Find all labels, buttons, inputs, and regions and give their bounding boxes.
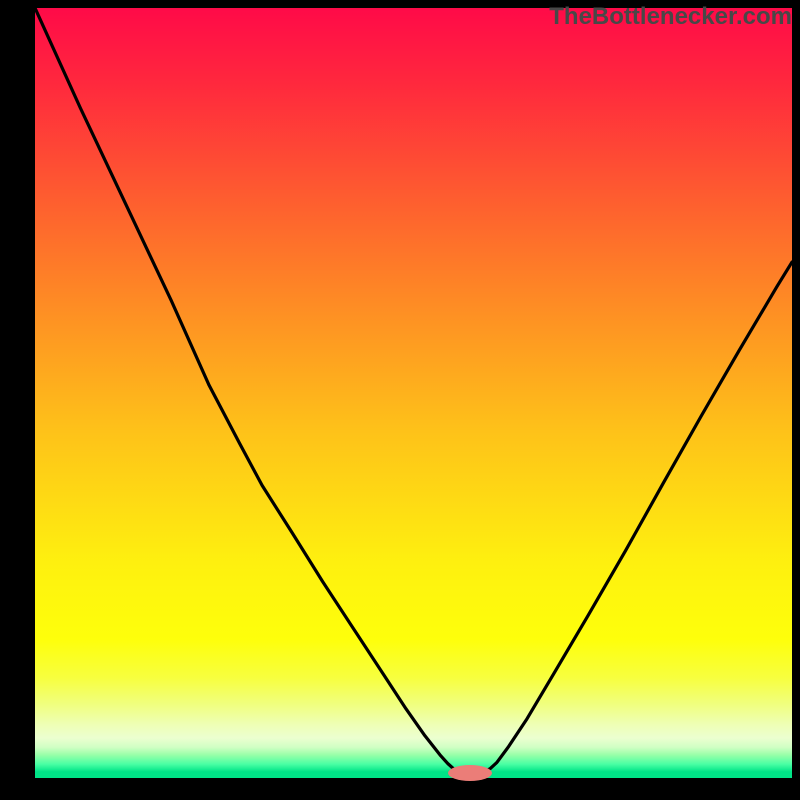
- chart-frame: TheBottlenecker.com: [0, 0, 800, 800]
- bottleneck-curve: [35, 8, 792, 778]
- optimum-marker: [448, 765, 492, 781]
- plot-area: [35, 8, 792, 778]
- attribution-text: TheBottlenecker.com: [549, 3, 792, 31]
